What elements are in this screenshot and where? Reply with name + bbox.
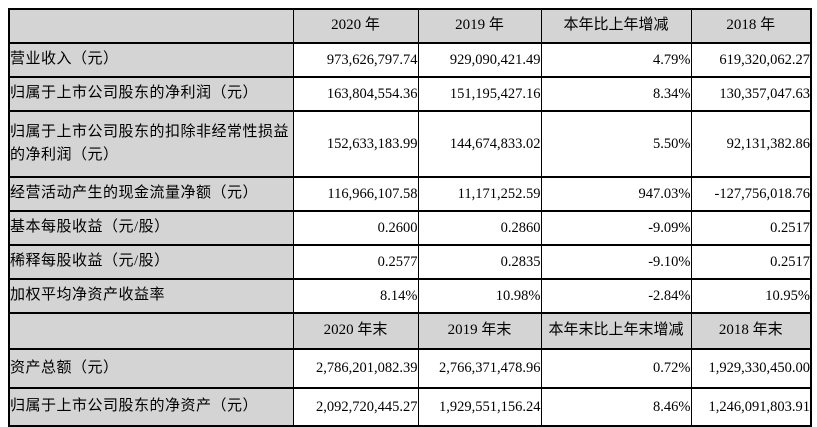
value-cell-change: -9.10% [540,244,692,280]
value-cell-2019: 2,766,371,478.96 [417,348,542,389]
row-label-cell: 归属于上市公司股东的扣除非经常性损益的净利润（元） [8,110,294,178]
value-cell-2018: 0.2517 [690,210,812,246]
value-cell-2020: 8.14% [292,278,419,314]
row-label-cell: 基本每股收益（元/股） [8,210,294,246]
value-cell-2019: 151,195,427.16 [417,76,542,112]
value-cell-2020: 152,633,183.99 [292,110,419,178]
value-cell-2018: 1,246,091,803.91 [690,387,812,427]
value-cell-2018: 92,131,382.86 [690,110,812,178]
value-cell-2019: 10.98% [417,278,542,314]
value-cell-2018: 0.2517 [690,244,812,280]
value-cell-change: 0.72% [540,348,692,389]
value-cell-2020: 2,092,720,445.27 [292,387,419,427]
value-cell-change: 4.79% [540,42,692,78]
header-row-section-2: 2020 年末 2019 年末 本年末比上年末增减 2018 年末 [8,312,812,350]
header-cell-change: 本年比上年增减 [540,8,692,44]
table-row: 经营活动产生的现金流量净额（元） 116,966,107.58 11,171,252… [8,176,812,212]
row-label-cell: 归属于上市公司股东的净利润（元） [8,76,294,112]
header-cell-2020: 2020 年末 [292,312,419,350]
value-cell-2019: 0.2860 [417,210,542,246]
table-row: 归属于上市公司股东的扣除非经常性损益的净利润（元） 152,633,183.99 1… [8,110,812,178]
value-cell-change: 5.50% [540,110,692,178]
header-cell-change: 本年末比上年末增减 [540,312,692,350]
value-cell-2019: 1,929,551,156.24 [417,387,542,427]
header-cell-2018: 2018 年末 [690,312,812,350]
value-cell-2020: 163,804,554.36 [292,76,419,112]
row-label-cell: 营业收入（元） [8,42,294,78]
value-cell-2019: 11,171,252.59 [417,176,542,212]
value-cell-2018: -127,756,018.76 [690,176,812,212]
table-row: 基本每股收益（元/股） 0.2600 0.2860 -9.09% 0.2517 [8,210,812,246]
header-blank-cell [8,8,294,44]
header-row-section-1: 2020 年 2019 年本年比上年增减 2018 年 [8,8,812,44]
header-cell-2019: 2019 年末 [417,312,542,350]
value-cell-change: 947.03% [540,176,692,212]
value-cell-2020: 0.2577 [292,244,419,280]
table-row: 归属于上市公司股东的净利润（元） 163,804,554.36 151,195,42… [8,76,812,112]
header-cell-2020: 2020 年 [292,8,419,44]
row-label-cell: 归属于上市公司股东的净资产（元） [8,387,294,427]
row-label-cell: 资产总额（元） [8,348,294,389]
value-cell-2020: 0.2600 [292,210,419,246]
table-row: 加权平均净资产收益率 8.14% 10.98% -2.84% 10.95% [8,278,812,314]
value-cell-change: -2.84% [540,278,692,314]
value-cell-2019: 0.2835 [417,244,542,280]
value-cell-2019: 929,090,421.49 [417,42,542,78]
value-cell-2020: 2,786,201,082.39 [292,348,419,389]
table-row: 归属于上市公司股东的净资产（元） 2,092,720,445.27 1,929,55… [8,387,812,427]
value-cell-2020: 973,626,797.74 [292,42,419,78]
financial-summary-table: 2020 年 2019 年本年比上年增减 2018 年营业收入（元） 973,626,… [8,8,812,427]
value-cell-change: -9.09% [540,210,692,246]
header-blank-cell [8,312,294,350]
value-cell-change: 8.46% [540,387,692,427]
value-cell-2018: 1,929,330,450.00 [690,348,812,389]
value-cell-2018: 130,357,047.63 [690,76,812,112]
value-cell-2018: 619,320,062.27 [690,42,812,78]
row-label-cell: 稀释每股收益（元/股） [8,244,294,280]
value-cell-2019: 144,674,833.02 [417,110,542,178]
table-row: 营业收入（元） 973,626,797.74 929,090,421.49 4.79%… [8,42,812,78]
financial-summary-table-body: 2020 年 2019 年本年比上年增减 2018 年营业收入（元） 973,626,… [8,8,812,427]
value-cell-change: 8.34% [540,76,692,112]
value-cell-2018: 10.95% [690,278,812,314]
table-row: 稀释每股收益（元/股） 0.2577 0.2835 -9.10% 0.2517 [8,244,812,280]
header-cell-2018: 2018 年 [690,8,812,44]
header-cell-2019: 2019 年 [417,8,542,44]
row-label-cell: 经营活动产生的现金流量净额（元） [8,176,294,212]
value-cell-2020: 116,966,107.58 [292,176,419,212]
table-row: 资产总额（元） 2,786,201,082.39 2,766,371,478.96 0… [8,348,812,389]
row-label-cell: 加权平均净资产收益率 [8,278,294,314]
